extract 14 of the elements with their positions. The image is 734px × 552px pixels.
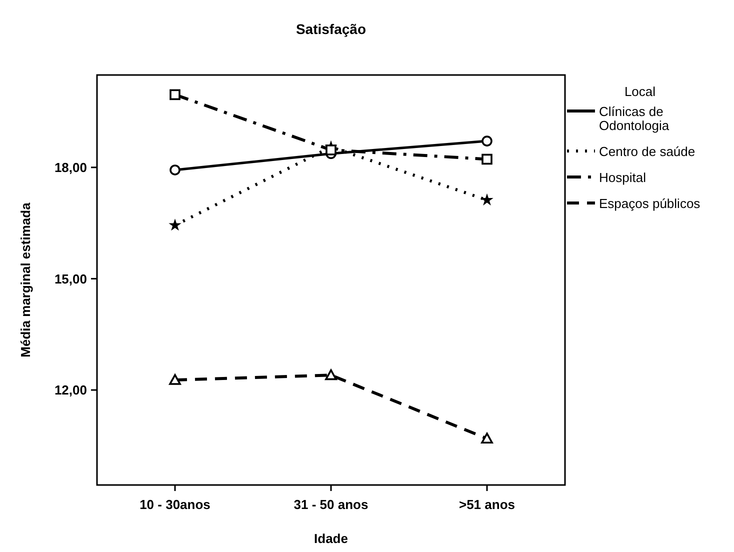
legend-label: Espaços públicos	[599, 196, 701, 211]
legend-label: Hospital	[599, 170, 646, 185]
y-tick-label: 12,00	[54, 382, 87, 398]
x-tick-label: 10 - 30anos	[140, 497, 210, 512]
chart-title: Satisfação	[296, 21, 366, 37]
legend-label: Clínicas de Odontologia	[599, 104, 670, 133]
y-axis-title: Média marginal estimada	[18, 202, 33, 358]
y-tick-label: 18,00	[54, 160, 87, 175]
x-tick-label: 31 - 50 anos	[294, 497, 368, 512]
x-axis-title: Idade	[314, 531, 348, 546]
legend-label: Centro de saúde	[599, 144, 696, 159]
y-tick-label: 15,00	[54, 271, 87, 286]
legend-title: Local	[624, 84, 656, 99]
x-tick-label: >51 anos	[458, 497, 516, 512]
